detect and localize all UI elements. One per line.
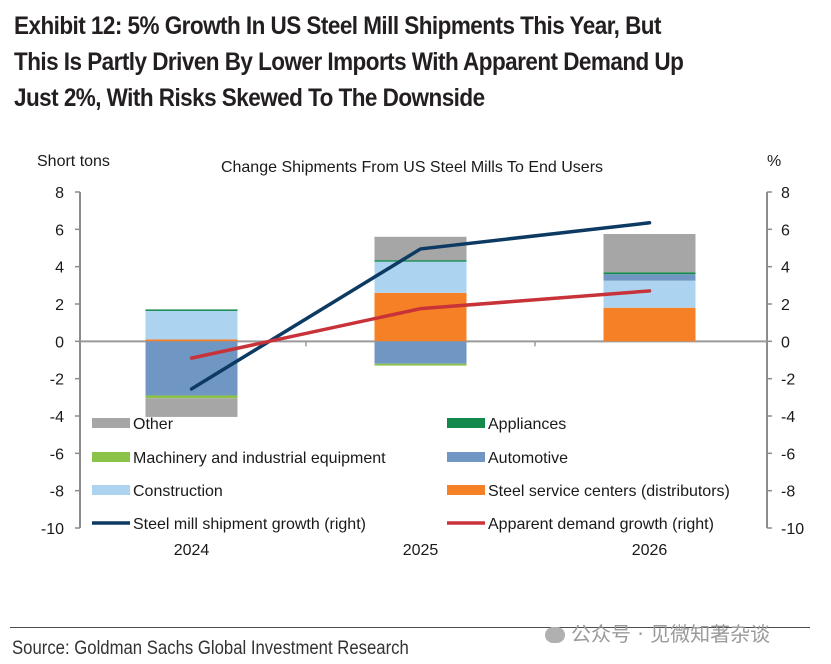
right-tick-label: 6 (781, 222, 790, 239)
legend-swatch (92, 418, 130, 428)
bar-segment-machinery-and-industrial-equipment-2024 (145, 395, 238, 399)
right-axis-label: % (767, 153, 781, 170)
source-note: Source: Goldman Sachs Global Investment … (12, 638, 409, 659)
axes: 8 8 6 6 4 4 2 2 0 0 -2 -2 -4 -4 -6 -6 -8 -8 -10 -10 (41, 185, 804, 538)
x-tick-label: 2026 (632, 542, 668, 559)
bar-segment-machinery-and-industrial-equipment-2025 (374, 363, 467, 366)
left-tick-label: -2 (50, 372, 64, 389)
watermark: 公众号 · 见微知著杂谈 (545, 618, 770, 647)
legend-swatch (92, 452, 130, 462)
wechat-icon (545, 627, 565, 643)
source-divider (10, 627, 810, 628)
legend-swatch (447, 418, 485, 428)
left-tick-label: 6 (55, 222, 64, 239)
x-tick-label: 2025 (403, 542, 439, 559)
exhibit-title: Exhibit 12: 5% Growth In US Steel Mill S… (14, 8, 734, 116)
watermark-text: 公众号 · 见微知著杂谈 (571, 622, 771, 646)
left-axis-label: Short tons (37, 153, 110, 170)
legend-label: Machinery and industrial equipment (133, 450, 386, 467)
left-tick-label: 0 (55, 334, 64, 351)
bar-segment-appliances-2026 (603, 272, 696, 275)
legend: Other Appliances Machinery and industrial … (92, 416, 730, 533)
right-tick-label: -8 (781, 484, 795, 501)
title-line-3: Just 2%, With Risks Skewed To The Downsi… (14, 84, 485, 112)
legend-label: Apparent demand growth (right) (488, 516, 714, 533)
right-tick-label: 0 (781, 334, 790, 351)
right-tick-label: 2 (781, 297, 790, 314)
bar-segment-automotive-2025 (374, 341, 467, 364)
legend-item-steel-mill-shipment-growth-right: Steel mill shipment growth (right) (92, 516, 366, 533)
left-tick-label: -8 (50, 484, 64, 501)
right-tick-label: 8 (781, 185, 790, 202)
legend-item-other: Other (92, 416, 174, 433)
bar-segment-construction-2024 (145, 310, 238, 340)
bar-segment-appliances-2024 (145, 309, 238, 311)
legend-label: Steel service centers (distributors) (488, 483, 730, 500)
bar-segment-other-2024 (145, 398, 238, 417)
legend-label: Other (133, 416, 174, 433)
right-tick-label: 4 (781, 260, 790, 277)
right-tick-label: -6 (781, 446, 795, 463)
legend-swatch (447, 485, 485, 495)
legend-item-automotive: Automotive (447, 450, 568, 467)
bar-segment-steel-service-centers-distributors-2026 (603, 307, 696, 342)
legend-item-machinery-and-industrial-equipment: Machinery and industrial equipment (92, 450, 386, 467)
legend-label: Construction (133, 483, 223, 500)
lines (189, 221, 652, 391)
left-tick-label: -6 (50, 446, 64, 463)
bar-segment-construction-2025 (374, 261, 467, 293)
left-tick-label: -10 (41, 521, 64, 538)
chart-title: Change Shipments From US Steel Mills To … (221, 159, 603, 176)
right-tick-label: -10 (781, 521, 804, 538)
right-tick-label: -2 (781, 372, 795, 389)
left-tick-label: -4 (50, 409, 64, 426)
right-tick-label: -4 (781, 409, 795, 426)
legend-swatch (447, 452, 485, 462)
legend-label: Automotive (488, 450, 568, 467)
title-line-1: Exhibit 12: 5% Growth In US Steel Mill S… (14, 12, 661, 40)
legend-label: Steel mill shipment growth (right) (133, 516, 366, 533)
title-line-2: This Is Partly Driven By Lower Imports W… (14, 48, 684, 76)
legend-item-appliances: Appliances (447, 416, 566, 433)
x-axis-labels: 2024 2025 2026 (174, 542, 668, 559)
left-tick-label: 4 (55, 260, 64, 277)
legend-swatch (92, 485, 130, 495)
bar-segment-other-2026 (603, 234, 696, 273)
legend-label: Appliances (488, 416, 566, 433)
stacked-bar-line-chart: Short tons Change Shipments From US Stee… (37, 153, 804, 559)
left-tick-label: 2 (55, 297, 64, 314)
legend-item-apparent-demand-growth-right: Apparent demand growth (right) (447, 516, 714, 533)
x-tick-label: 2024 (174, 542, 210, 559)
legend-item-steel-service-centers-distributors: Steel service centers (distributors) (447, 483, 730, 500)
bars (145, 234, 696, 417)
bar-segment-steel-service-centers-distributors-2024 (145, 339, 238, 342)
bar-segment-automotive-2026 (603, 274, 696, 281)
bar-segment-appliances-2025 (374, 260, 467, 262)
left-tick-label: 8 (55, 185, 64, 202)
legend-item-construction: Construction (92, 483, 223, 500)
